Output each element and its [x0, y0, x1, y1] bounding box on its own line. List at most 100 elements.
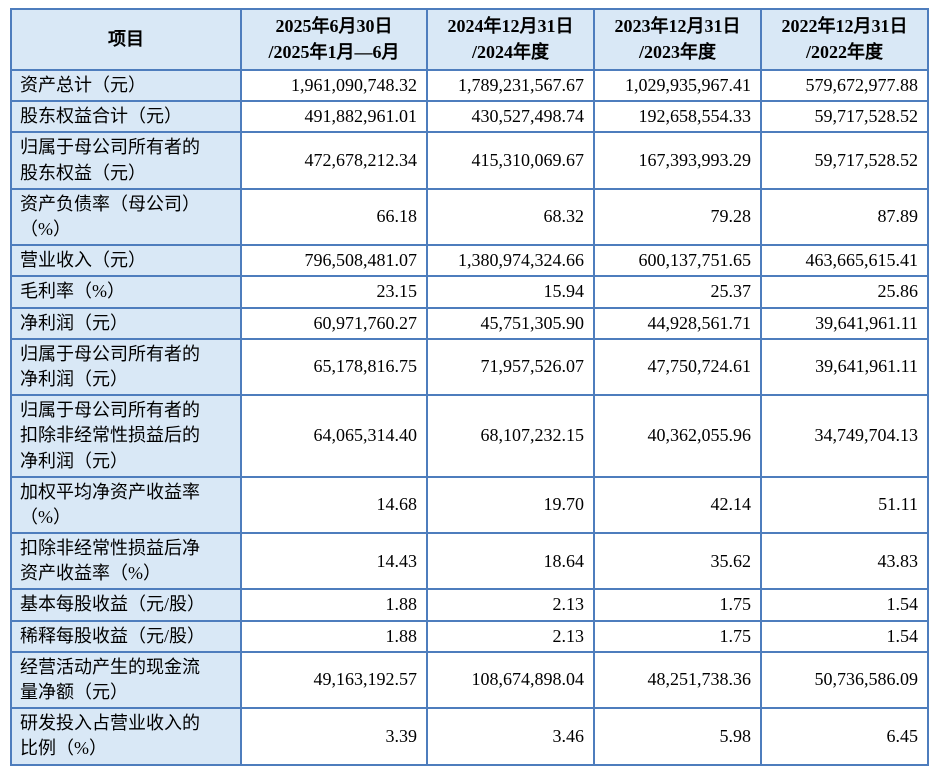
- row-label: 归属于母公司所有者的股东权益（元）: [10, 131, 242, 190]
- row-label: 净利润（元）: [10, 306, 242, 340]
- cell-value: 579,672,977.88: [760, 69, 929, 103]
- cell-value: 1.54: [760, 588, 929, 622]
- cell-value: 50,736,586.09: [760, 650, 929, 710]
- row-label: 基本每股收益（元/股）: [10, 588, 242, 622]
- cell-value: 14.43: [240, 532, 428, 591]
- cell-value: 48,251,738.36: [593, 650, 762, 710]
- cell-value: 1.75: [593, 619, 762, 653]
- cell-value: 23.15: [240, 275, 428, 309]
- table-row: 资产总计（元） 1,961,090,748.32 1,789,231,567.67 1…: [10, 69, 929, 103]
- row-label-text: 营业收入（元）: [20, 250, 146, 271]
- cell-value: 42.14: [593, 475, 762, 535]
- cell-value: 68,107,232.15: [426, 394, 595, 478]
- cell-value: 79.28: [593, 187, 762, 247]
- table-row: 研发投入占营业收入的比例（%） 3.39 3.46 5.98 6.45: [10, 707, 929, 766]
- cell-value: 51.11: [760, 475, 929, 535]
- table-row: 毛利率（%） 23.15 15.94 25.37 25.86: [10, 275, 929, 309]
- period-range: /2024年度: [471, 41, 549, 62]
- cell-value: 25.37: [593, 275, 762, 309]
- table-row: 经营活动产生的现金流量净额（元） 49,163,192.57 108,674,898…: [10, 650, 929, 710]
- row-label-text: 研发投入占营业收入的比例（%）: [20, 713, 200, 759]
- cell-value: 2.13: [426, 619, 595, 653]
- row-label-text: 净利润（元）: [20, 312, 128, 333]
- cell-value: 43.83: [760, 532, 929, 591]
- document-page: 项目 2025年6月30日/2025年1月—6月 2024年12月31日/2024年…: [10, 7, 929, 766]
- cell-value: 472,678,212.34: [240, 131, 428, 190]
- cell-value: 167,393,993.29: [593, 131, 762, 190]
- row-label: 资产总计（元）: [10, 69, 242, 103]
- period-date: 2024年12月31日: [447, 16, 574, 36]
- cell-value: 60,971,760.27: [240, 306, 428, 340]
- cell-value: 47,750,724.61: [593, 337, 762, 397]
- period-date: 2023年12月31日: [614, 16, 741, 36]
- period-range: /2023年度: [638, 41, 716, 62]
- cell-value: 18.64: [426, 532, 595, 591]
- cell-value: 1.88: [240, 619, 428, 653]
- cell-value: 108,674,898.04: [426, 650, 595, 710]
- table-body: 资产总计（元） 1,961,090,748.32 1,789,231,567.67 1…: [10, 69, 929, 766]
- row-label: 归属于母公司所有者的扣除非经常性损益后的净利润（元）: [10, 394, 242, 478]
- row-label-text: 股东权益合计（元）: [20, 106, 182, 127]
- cell-value: 6.45: [760, 707, 929, 766]
- header-period-column: 2024年12月31日/2024年度: [426, 7, 595, 72]
- table-row: 股东权益合计（元） 491,882,961.01 430,527,498.74 192…: [10, 100, 929, 134]
- table-row: 营业收入（元） 796,508,481.07 1,380,974,324.66 600…: [10, 244, 929, 278]
- row-label: 研发投入占营业收入的比例（%）: [10, 707, 242, 766]
- cell-value: 39,641,961.11: [760, 306, 929, 340]
- row-label-text: 加权平均净资产收益率（%）: [20, 481, 200, 527]
- table-row: 加权平均净资产收益率（%） 14.68 19.70 42.14 51.11: [10, 475, 929, 535]
- cell-value: 15.94: [426, 275, 595, 309]
- cell-value: 66.18: [240, 187, 428, 247]
- row-label-text: 经营活动产生的现金流量净额（元）: [20, 656, 200, 703]
- period-date: 2022年12月31日: [781, 16, 908, 36]
- row-label: 稀释每股收益（元/股）: [10, 619, 242, 653]
- table-row: 归属于母公司所有者的净利润（元） 65,178,816.75 71,957,526.…: [10, 337, 929, 397]
- row-label: 经营活动产生的现金流量净额（元）: [10, 650, 242, 710]
- row-label: 资产负债率（母公司）（%）: [10, 187, 242, 247]
- row-label: 毛利率（%）: [10, 275, 242, 309]
- cell-value: 39,641,961.11: [760, 337, 929, 397]
- cell-value: 2.13: [426, 588, 595, 622]
- header-period-column: 2022年12月31日/2022年度: [760, 7, 929, 72]
- cell-value: 3.46: [426, 707, 595, 766]
- table-row: 归属于母公司所有者的扣除非经常性损益后的净利润（元） 64,065,314.40 6…: [10, 394, 929, 478]
- row-label-text: 资产总计（元）: [20, 75, 146, 96]
- cell-value: 87.89: [760, 187, 929, 247]
- row-label: 营业收入（元）: [10, 244, 242, 278]
- header-row: 项目 2025年6月30日/2025年1月—6月 2024年12月31日/2024年…: [10, 7, 929, 72]
- cell-value: 44,928,561.71: [593, 306, 762, 340]
- row-label: 加权平均净资产收益率（%）: [10, 475, 242, 535]
- cell-value: 1,789,231,567.67: [426, 69, 595, 103]
- cell-value: 600,137,751.65: [593, 244, 762, 278]
- cell-value: 40,362,055.96: [593, 394, 762, 478]
- header-item-column: 项目: [10, 7, 242, 72]
- cell-value: 192,658,554.33: [593, 100, 762, 134]
- cell-value: 64,065,314.40: [240, 394, 428, 478]
- cell-value: 463,665,615.41: [760, 244, 929, 278]
- row-label-text: 基本每股收益（元/股）: [20, 594, 205, 615]
- table-row: 净利润（元） 60,971,760.27 45,751,305.90 44,928,5…: [10, 306, 929, 340]
- row-label-text: 归属于母公司所有者的扣除非经常性损益后的净利润（元）: [20, 400, 200, 471]
- period-range: /2025年1月—6月: [268, 41, 400, 62]
- cell-value: 68.32: [426, 187, 595, 247]
- cell-value: 3.39: [240, 707, 428, 766]
- table-row: 归属于母公司所有者的股东权益（元） 472,678,212.34 415,310,0…: [10, 131, 929, 190]
- row-label: 归属于母公司所有者的净利润（元）: [10, 337, 242, 397]
- cell-value: 19.70: [426, 475, 595, 535]
- table-header: 项目 2025年6月30日/2025年1月—6月 2024年12月31日/2024年…: [10, 7, 929, 72]
- header-period-column: 2023年12月31日/2023年度: [593, 7, 762, 72]
- row-label: 股东权益合计（元）: [10, 100, 242, 134]
- row-label-text: 稀释每股收益（元/股）: [20, 625, 205, 646]
- row-label-text: 扣除非经常性损益后净资产收益率（%）: [20, 538, 200, 584]
- cell-value: 1.54: [760, 619, 929, 653]
- cell-value: 45,751,305.90: [426, 306, 595, 340]
- table-row: 扣除非经常性损益后净资产收益率（%） 14.43 18.64 35.62 43.83: [10, 532, 929, 591]
- cell-value: 415,310,069.67: [426, 131, 595, 190]
- cell-value: 35.62: [593, 532, 762, 591]
- row-label-text: 资产负债率（母公司）（%）: [20, 193, 200, 240]
- cell-value: 1,380,974,324.66: [426, 244, 595, 278]
- cell-value: 1,961,090,748.32: [240, 69, 428, 103]
- cell-value: 25.86: [760, 275, 929, 309]
- row-label-text: 归属于母公司所有者的股东权益（元）: [20, 137, 200, 183]
- period-date: 2025年6月30日: [275, 16, 393, 36]
